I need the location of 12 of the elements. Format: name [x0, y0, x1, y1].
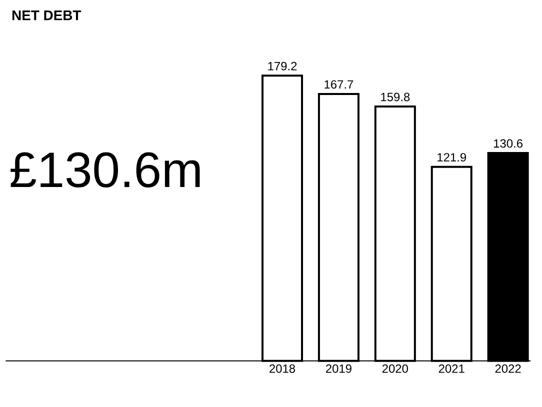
text: £130.6m — [10, 152, 200, 188]
x-tick-label: 2018 — [270, 364, 296, 373]
data-label: 179.2 — [268, 62, 297, 70]
data-label: 130.6 — [494, 139, 522, 148]
x-tick-label: 2019 — [326, 364, 352, 373]
x-tick-label: 2022 — [495, 364, 521, 373]
data-label: 159.8 — [381, 92, 410, 102]
data-label: 167.7 — [324, 80, 354, 89]
text: NET DEBT — [12, 10, 82, 20]
data-label: 121.9 — [438, 153, 466, 162]
x-tick-label: 2021 — [438, 364, 464, 373]
x-tick-label: 2020 — [382, 364, 408, 373]
